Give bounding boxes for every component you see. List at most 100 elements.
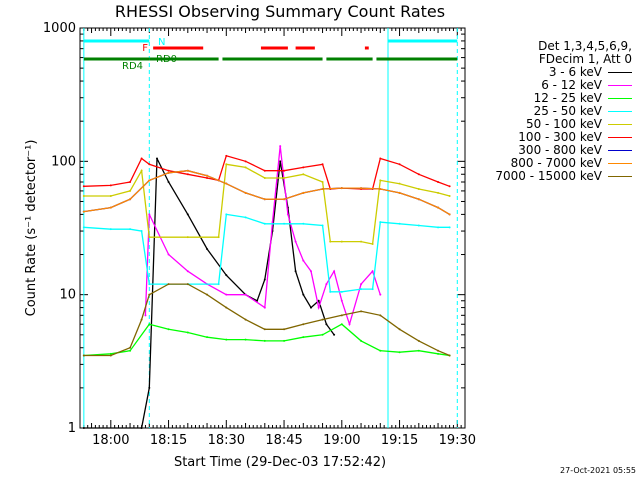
series-2-point: [144, 314, 147, 317]
series-5-point: [283, 176, 286, 179]
series-1-point: [294, 270, 297, 273]
legend-entry: 7000 - 15000 keV: [480, 170, 632, 183]
series-line-2: [144, 146, 381, 327]
series-9-point: [140, 318, 143, 321]
series-9-point: [167, 283, 170, 286]
series-6-point: [148, 163, 151, 166]
series-8-point: [263, 198, 266, 201]
series-4-point: [225, 213, 228, 216]
series-9-point: [244, 318, 247, 321]
chart-title: RHESSI Observing Summary Count Rates: [114, 2, 446, 21]
legend-swatch: [608, 150, 632, 151]
status-bar-label-f: F: [142, 43, 148, 54]
series-4-point: [371, 288, 374, 291]
series-5-point: [244, 166, 247, 169]
series-3-point: [437, 352, 440, 355]
legend-entry: 100 - 300 keV: [480, 131, 632, 144]
series-4-point: [109, 228, 112, 231]
x-tick-label: 18:00: [92, 433, 129, 448]
series-6-point: [129, 180, 132, 183]
series-4-point: [302, 222, 305, 225]
legend-entry-label: 7000 - 15000 keV: [495, 169, 602, 183]
series-9-point: [437, 349, 440, 352]
series-4-point: [129, 228, 132, 231]
series-9-point: [263, 328, 266, 331]
series-4-point: [417, 224, 420, 227]
series-8-point: [321, 188, 324, 191]
series-5-point: [340, 240, 343, 243]
series-9-point: [448, 354, 451, 357]
legend-entry: 25 - 50 keV: [480, 105, 632, 118]
legend-entry-label: 50 - 100 keV: [525, 117, 602, 131]
series-1-point: [256, 299, 259, 302]
series-2-point: [325, 283, 328, 286]
legend-entry: 3 - 6 keV: [480, 66, 632, 79]
series-8-point: [186, 169, 189, 172]
series-6-point: [140, 157, 143, 160]
series-6-point: [379, 157, 382, 160]
series-2-point: [379, 293, 382, 296]
x-tick-label: 19:15: [381, 433, 418, 448]
series-3-point: [321, 333, 324, 336]
series-4-point: [321, 224, 324, 227]
series-line-8: [83, 170, 450, 215]
series-2-point: [360, 283, 363, 286]
series-4-point: [283, 222, 286, 225]
legend-entry: 50 - 100 keV: [480, 118, 632, 131]
series-4-point: [148, 283, 151, 286]
x-tick-label: 19:30: [439, 433, 476, 448]
series-4-point: [398, 222, 401, 225]
series-3-point: [244, 338, 247, 341]
series-8-point: [129, 198, 132, 201]
legend-entry-label: 3 - 6 keV: [548, 65, 602, 79]
series-2-point: [348, 323, 351, 326]
series-5-point: [109, 194, 112, 197]
legend: Det 1,3,4,5,6,9, FDecim 1, Att 0 3 - 6 k…: [480, 40, 632, 183]
status-bar-label-n: N: [158, 37, 165, 48]
series-2-point: [167, 253, 170, 256]
series-3-point: [129, 349, 132, 352]
y-axis-label: Count Rate (s⁻¹ detector⁻¹): [24, 140, 39, 317]
x-tick-label: 18:45: [265, 433, 302, 448]
series-8-point: [448, 213, 451, 216]
legend-entry: 300 - 800 keV: [480, 144, 632, 157]
legend-entry: 12 - 25 keV: [480, 92, 632, 105]
series-1-point: [167, 180, 170, 183]
series-9-point: [206, 293, 209, 296]
series-2-point: [310, 270, 312, 273]
series-8-point: [437, 206, 440, 209]
series-5-point: [129, 189, 132, 192]
series-3-point: [302, 336, 305, 339]
series-1-point: [148, 386, 151, 389]
series-9-point: [302, 323, 305, 326]
series-8-point: [225, 182, 228, 185]
series-9-point: [109, 354, 112, 357]
series-3-point: [398, 351, 401, 354]
series-8-point: [206, 174, 209, 177]
series-1-point: [317, 299, 320, 302]
series-9-point: [148, 293, 151, 296]
y-tick-label: 1000: [43, 21, 76, 36]
series-3-point: [206, 336, 209, 339]
series-1-point: [325, 323, 328, 326]
series-6-point: [244, 160, 247, 163]
series-2-point: [186, 270, 189, 273]
legend-swatch: [608, 137, 632, 138]
series-9-point: [82, 354, 85, 357]
legend-entry: 6 - 12 keV: [480, 79, 632, 92]
legend-entry-label: 800 - 7000 keV: [510, 156, 602, 170]
y-tick-label: 10: [59, 288, 76, 303]
legend-swatch: [608, 98, 632, 99]
series-2-point: [294, 240, 297, 243]
series-6-point: [186, 173, 189, 176]
footer-date: 27-Oct-2021 05:55: [560, 466, 636, 475]
series-6-point: [417, 173, 420, 176]
series-4-point: [140, 230, 143, 233]
y-tick-label: 100: [51, 154, 76, 169]
series-5-point: [379, 179, 382, 182]
series-1-point: [310, 306, 312, 309]
series-6-point: [263, 169, 266, 172]
series-5-point: [217, 236, 220, 239]
status-bar-label-rd4: RD4: [122, 61, 143, 72]
series-2-point: [286, 213, 289, 216]
